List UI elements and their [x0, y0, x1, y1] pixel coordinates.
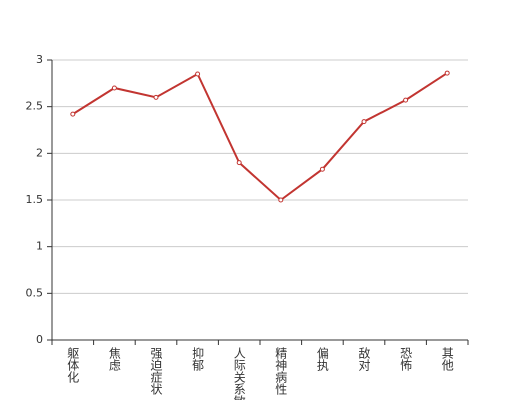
point [403, 97, 409, 103]
y-tick-label: 3 [36, 53, 43, 66]
point [444, 70, 450, 76]
x-tick-label: 其他 [440, 347, 454, 371]
point [195, 71, 201, 77]
point [70, 111, 76, 117]
line [72, 72, 448, 202]
y-tick-label: 1 [36, 240, 43, 253]
x-tick-label: 偏执 [315, 346, 329, 372]
x-tick-label: 焦虑 [107, 347, 121, 371]
point [319, 166, 325, 172]
x-tick-label: 躯体化 [66, 346, 80, 384]
y-tick-label: 0.5 [26, 286, 44, 299]
y-tick-label: 0 [36, 333, 43, 346]
x-tick-label: 人际关系敏感 [232, 347, 246, 400]
point [361, 119, 367, 125]
y-tick-label: 1.5 [26, 193, 44, 206]
point [153, 94, 159, 100]
point [278, 197, 284, 203]
x-tick-label: 抑郁 [191, 346, 205, 372]
y-tick-label: 2 [36, 146, 43, 159]
x-tick-label: 强迫症状 [149, 347, 163, 395]
x-tick-label: 恐怖 [399, 347, 413, 371]
x-tick-label: 精神病性 [274, 347, 288, 396]
point [236, 160, 242, 166]
point [111, 85, 117, 91]
y-tick-label: 2.5 [26, 100, 44, 113]
x-tick-label: 敌对 [357, 346, 371, 371]
